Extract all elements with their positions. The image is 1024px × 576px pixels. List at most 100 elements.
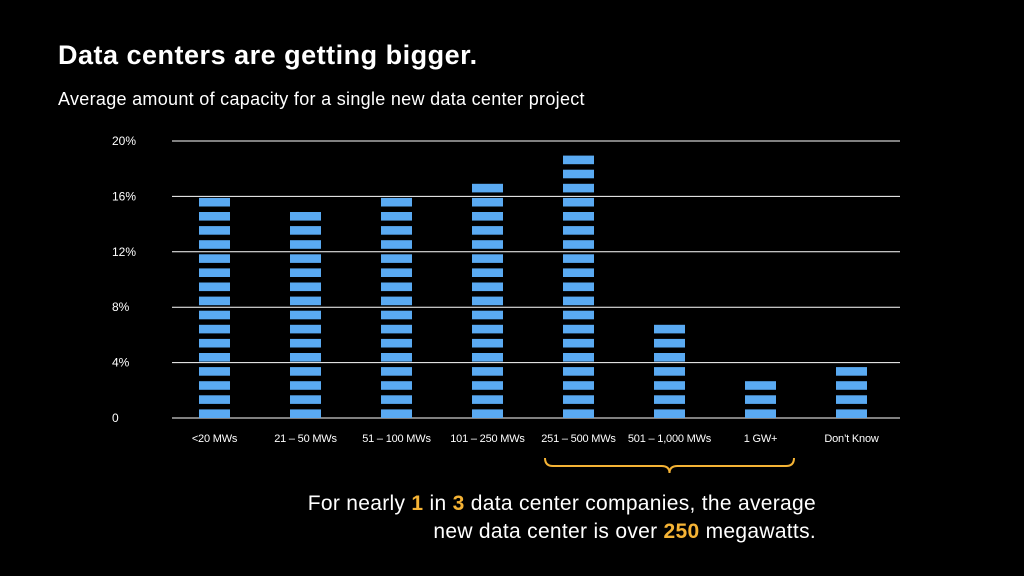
bar-segment <box>381 254 412 263</box>
bar-segment <box>654 338 685 348</box>
x-tick-label: 21 – 50 MWs <box>274 433 337 445</box>
x-tick-label: 251 – 500 MWs <box>541 433 616 445</box>
callout-line-1: For nearly 1 in 3 data center companies,… <box>308 490 816 518</box>
y-tick-label: 8% <box>112 300 130 314</box>
bar-segment <box>381 310 412 320</box>
bar-segment <box>290 212 321 221</box>
callout-highlight-number: 3 <box>452 492 465 515</box>
callout-text: For nearly 1 in 3 data center companies,… <box>308 490 816 546</box>
bar-segment <box>563 226 594 235</box>
bar-segment <box>472 254 503 263</box>
bar-segment <box>654 409 685 418</box>
bar-segment <box>472 324 503 334</box>
x-tick-label: 501 – 1,000 MWs <box>628 433 712 445</box>
x-tick-label: <20 MWs <box>192 433 238 445</box>
bar-segment <box>472 212 503 221</box>
bar-segment <box>472 268 503 277</box>
bar-segment <box>290 395 321 404</box>
bar-segment <box>563 324 594 334</box>
bar-segment <box>381 240 412 249</box>
bar-segment <box>472 381 503 390</box>
bar-segment <box>563 155 594 165</box>
bar-segment <box>199 353 230 362</box>
bar-segment <box>290 381 321 390</box>
bar <box>290 212 321 418</box>
bar-segment <box>381 409 412 418</box>
bracket-layer <box>544 457 795 474</box>
bar <box>472 183 503 418</box>
bar-segment <box>290 240 321 249</box>
bar-segment <box>563 240 594 249</box>
y-tick-label: 4% <box>112 356 130 370</box>
callout-line-2: new data center is over 250 megawatts. <box>308 518 816 546</box>
bar-segment <box>381 367 412 376</box>
bar-segment <box>563 296 594 306</box>
bar-segment <box>199 212 230 221</box>
callout-highlight-number: 1 <box>411 492 424 515</box>
bar-segment <box>290 226 321 235</box>
bar <box>563 155 594 418</box>
callout-text-segment: new data center is over <box>433 520 664 543</box>
bar-segment <box>290 282 321 292</box>
bar-segment <box>290 310 321 320</box>
bar-segment <box>290 353 321 362</box>
bar-segment <box>199 324 230 334</box>
bar-segment <box>563 212 594 221</box>
bar-segment <box>472 296 503 306</box>
bar-segment <box>836 409 867 418</box>
bar-segment <box>654 395 685 404</box>
bar-segment <box>745 395 776 404</box>
bar-segment <box>199 395 230 404</box>
bar <box>381 197 412 418</box>
bar-segment <box>290 409 321 418</box>
bar-segment <box>472 310 503 320</box>
bar-segment <box>290 268 321 277</box>
bar-segment <box>654 367 685 376</box>
y-tick-label: 12% <box>112 245 136 259</box>
bar-segment <box>563 310 594 320</box>
bar-segment <box>563 338 594 348</box>
bar-segment <box>199 197 230 207</box>
callout-text-segment: megawatts. <box>699 520 816 543</box>
bar-segment <box>199 282 230 292</box>
bar-segment <box>199 310 230 320</box>
bar-segment <box>563 395 594 404</box>
bar-segment <box>199 338 230 348</box>
x-tick-label: 101 – 250 MWs <box>450 433 525 445</box>
bar-segment <box>836 367 867 376</box>
bar-segment <box>290 254 321 263</box>
page-title: Data centers are getting bigger. <box>58 40 478 70</box>
callout-highlight-number: 250 <box>663 520 700 543</box>
bar-segment <box>472 353 503 362</box>
bar-segment <box>472 226 503 235</box>
bar-segment <box>381 226 412 235</box>
bar-segment <box>654 353 685 362</box>
bar-segment <box>836 395 867 404</box>
bar-segment <box>472 282 503 292</box>
bar <box>836 367 867 418</box>
bar-segment <box>199 254 230 263</box>
label-layer: 0 4% 8% 12% 16% 20% <20 MWs 21 – 50 MWs 51 – 100… <box>112 134 879 445</box>
bar-segment <box>290 324 321 334</box>
bar-segment <box>199 296 230 306</box>
callout-text-segment: data center companies, the average <box>464 492 816 515</box>
bar-segment <box>290 296 321 306</box>
bar-segment <box>381 395 412 404</box>
y-tick-label: 16% <box>112 189 136 203</box>
bar-segment <box>563 197 594 207</box>
bar-segment <box>290 338 321 348</box>
bar-segment <box>563 268 594 277</box>
bar-segment <box>472 197 503 207</box>
bar-segment <box>563 183 594 193</box>
bar <box>654 324 685 418</box>
bar-segment <box>381 212 412 221</box>
bar <box>199 197 230 418</box>
bar-segment <box>472 395 503 404</box>
bar-segment <box>472 409 503 418</box>
bar-segment <box>472 240 503 249</box>
x-tick-label: 51 – 100 MWs <box>362 433 431 445</box>
bar-segment <box>381 197 412 207</box>
bar-segment <box>563 381 594 390</box>
callout-text-segment: in <box>423 492 453 515</box>
